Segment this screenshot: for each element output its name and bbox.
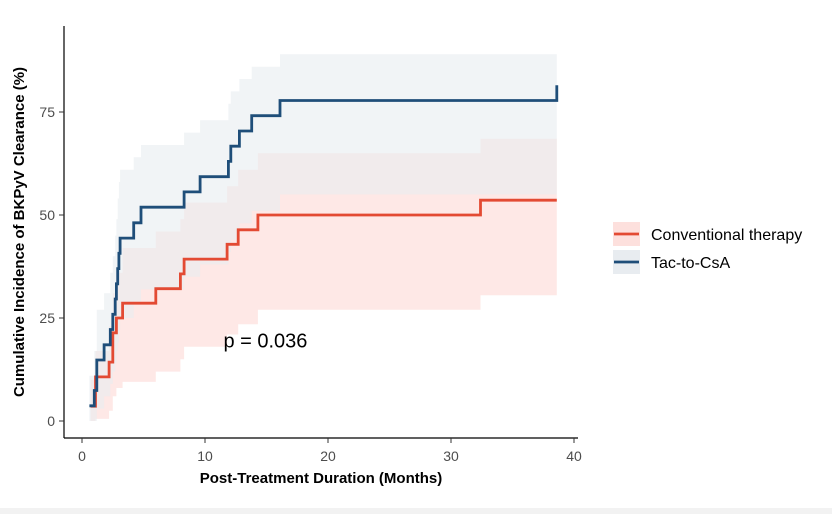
x-tick-label: 40 bbox=[566, 448, 582, 464]
y-tick-label: 75 bbox=[39, 104, 55, 120]
y-tick-label: 50 bbox=[39, 207, 55, 223]
x-tick-label: 20 bbox=[320, 448, 336, 464]
legend-label-tac-to-csa: Tac-to-CsA bbox=[651, 255, 730, 272]
legend-label-conventional-therapy: Conventional therapy bbox=[651, 227, 802, 244]
y-tick-label: 0 bbox=[47, 413, 55, 429]
x-axis-title: Post-Treatment Duration (Months) bbox=[200, 470, 443, 487]
y-axis-ticks: 0 25 50 75 bbox=[39, 104, 64, 429]
x-tick-label: 10 bbox=[197, 448, 213, 464]
series-lines bbox=[89, 85, 559, 408]
x-tick-label: 30 bbox=[443, 448, 459, 464]
legend: Conventional therapy Tac-to-CsA bbox=[613, 222, 802, 274]
x-tick-label: 0 bbox=[78, 448, 86, 464]
confidence-bands bbox=[89, 44, 557, 422]
x-axis-ticks: 0 10 20 30 40 bbox=[78, 438, 582, 464]
series-line-conventional-therapy bbox=[90, 198, 557, 408]
y-tick-label: 25 bbox=[39, 310, 55, 326]
p-value-annotation: p = 0.036 bbox=[223, 331, 307, 353]
series-line-tac-to-csa bbox=[89, 85, 559, 408]
ci-band-tac-to-csa bbox=[89, 44, 557, 421]
y-axis-title: Cumulative Incidence of BKPyV Clearance … bbox=[11, 67, 28, 397]
bottom-strip bbox=[0, 508, 832, 514]
